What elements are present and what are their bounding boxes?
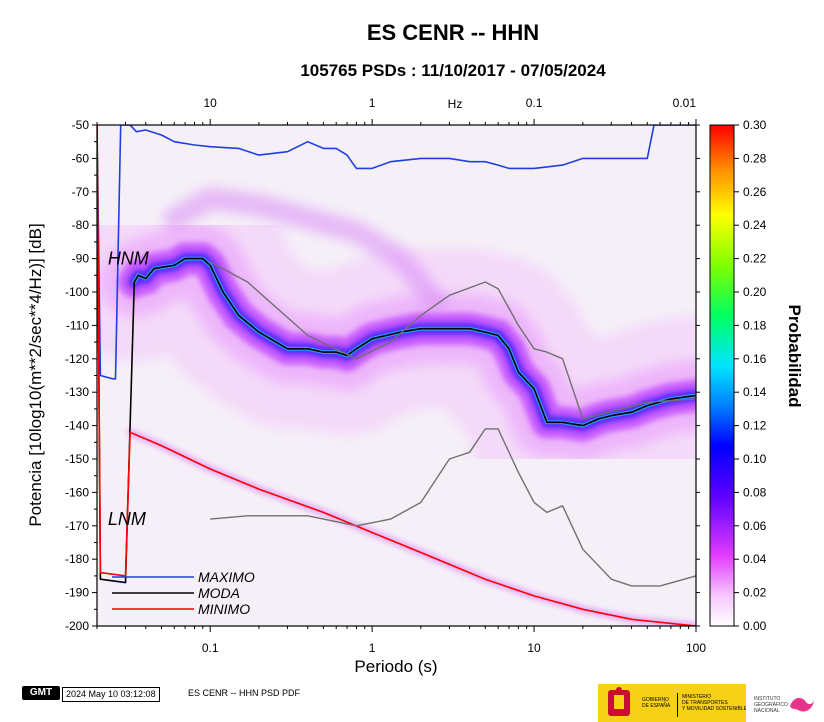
gov-line-2: DE ESPAÑA [642, 703, 671, 709]
y-tick-label: -150 [65, 452, 89, 466]
y-tick-label: -170 [65, 519, 89, 533]
legend-label-minimo: MINIMO [198, 601, 250, 617]
colorbar-tick-label: 0.28 [743, 151, 767, 165]
logo-divider [677, 693, 678, 717]
chart-subtitle: 105765 PSDs : 11/10/2017 - 07/05/2024 [300, 61, 606, 80]
coat-of-arms-icon [608, 687, 630, 716]
colorbar-tick-label: 0.18 [743, 318, 767, 332]
colorbar-tick-label: 0.24 [743, 218, 767, 232]
y-axis-label: Potencia [10log10(m**2/sec**4/Hz)] [dB] [26, 223, 45, 526]
ign-line-3: NACIONAL [754, 708, 780, 714]
gov-text: GOBIERNO DE ESPAÑA [642, 697, 670, 709]
ign-text: INSTITUTO GEOGRÁFICO NACIONAL [754, 696, 788, 714]
ministry-line-2: DE TRANSPORTES [682, 700, 728, 706]
y-tick-label: -50 [72, 118, 90, 132]
colorbar-tick-label: 0.10 [743, 452, 767, 466]
y-tick-label: -140 [65, 419, 89, 433]
y-tick-label: -110 [66, 318, 89, 332]
caption: ES CENR -- HHN PSD PDF [188, 688, 301, 698]
colorbar-label: Probabilidad [785, 305, 804, 408]
series-line-moda [97, 125, 696, 584]
x-tick-label: 100 [686, 641, 706, 655]
colorbar [709, 124, 735, 627]
colorbar-tick-label: 0.26 [743, 185, 767, 199]
top-tick-label: 0.01 [673, 96, 697, 110]
ign-logo-icon [790, 697, 814, 712]
x-axis-label: Periodo (s) [354, 657, 437, 676]
y-tick-label: -90 [72, 252, 90, 266]
y-tick-label: -80 [72, 218, 90, 232]
legend-label-maximo: MAXIMO [198, 569, 255, 585]
y-tick-label: -180 [65, 552, 89, 566]
top-tick-label: 0.1 [526, 96, 543, 110]
colorbar-tick-label: 0.14 [743, 385, 767, 399]
colorbar-tick-label: 0.22 [743, 252, 767, 266]
y-tick-label: -120 [65, 352, 89, 366]
colorbar-tick-label: 0.02 [743, 586, 767, 600]
series-line-maximo [97, 125, 696, 380]
colorbar-tick-label: 0.06 [743, 519, 767, 533]
x-tick-label: 10 [527, 641, 541, 655]
colorbar-tick-label: 0.20 [743, 285, 767, 299]
chart-title: ES CENR -- HHN [367, 20, 539, 45]
colorbar-tick-label: 0.00 [743, 619, 767, 633]
ign-logo-box [746, 684, 824, 722]
y-tick-label: -130 [65, 385, 89, 399]
y-tick-label: -70 [72, 185, 90, 199]
colorbar-tick-label: 0.30 [743, 118, 767, 132]
series-line-nhnm [209, 261, 696, 420]
y-tick-label: -100 [65, 285, 89, 299]
ministry-text: MINISTERIO DE TRANSPORTES Y MOVILIDAD SO… [682, 694, 747, 712]
ministry-line-3: Y MOVILIDAD SOSTENIBLE [682, 706, 747, 712]
legend-label-moda: MODA [198, 585, 240, 601]
hnm-annotation: HNM [108, 249, 149, 269]
legend: MAXIMO MODA MINIMO [112, 569, 255, 617]
top-tick-label: 10 [204, 96, 218, 110]
colorbar-ticks: 0.30 0.28 0.26 0.24 0.22 0.20 0.18 0.16 0.14 0.12… [734, 118, 767, 633]
timestamp: 2024 May 10 03:12:08 [62, 687, 160, 702]
gmt-logo: GMT [22, 686, 60, 700]
top-axis-label: Hz [448, 97, 463, 111]
psd-lines [97, 125, 696, 626]
colorbar-tick-label: 0.12 [743, 419, 767, 433]
ministry-line-1: MINISTERIO [682, 694, 712, 700]
colorbar-tick-label: 0.04 [743, 552, 767, 566]
y-tick-label: -160 [65, 485, 89, 499]
colorbar-tick-label: 0.16 [743, 352, 767, 366]
colorbar-tick-label: 0.08 [743, 485, 767, 499]
ign-line-2: GEOGRÁFICO [754, 702, 788, 708]
x-tick-label: 1 [369, 641, 376, 655]
density-upper-band [163, 187, 448, 313]
y-tick-label: -60 [72, 151, 90, 165]
x-tick-label: 0.1 [202, 641, 219, 655]
series-line-minimo [97, 125, 696, 626]
lnm-annotation: LNM [108, 509, 146, 529]
psd-pdf-chart: ES CENR -- HHN 105765 PSDs : 11/10/2017 … [26, 20, 804, 676]
y-tick-label: -200 [65, 619, 89, 633]
y-tick-label: -190 [65, 586, 89, 600]
axes: -50 -60 -70 -80 -90 -100 -110 -120 -130 -140 -150 -… [65, 96, 706, 655]
ign-line-1: INSTITUTO [754, 696, 781, 702]
series-line-nlnm [210, 428, 696, 587]
gov-line-1: GOBIERNO [642, 697, 669, 703]
top-tick-label: 1 [369, 96, 376, 110]
